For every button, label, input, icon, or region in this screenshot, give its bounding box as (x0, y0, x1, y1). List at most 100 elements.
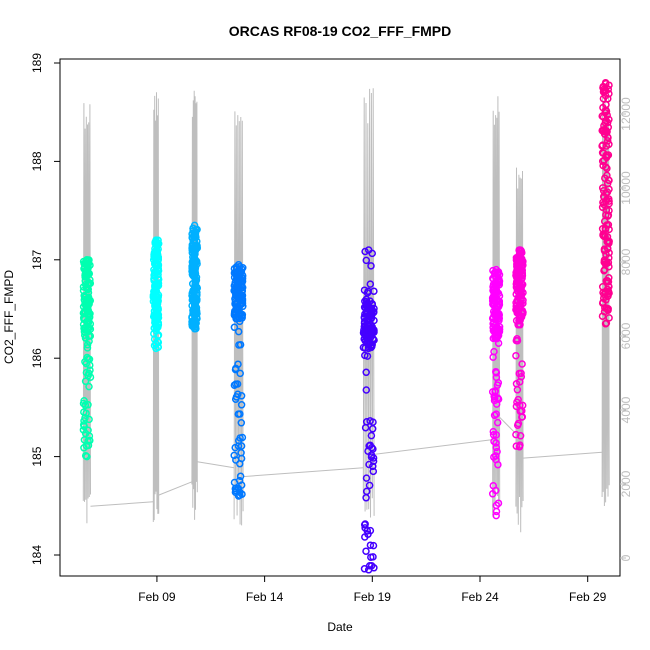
co2-point (235, 284, 243, 293)
co2-point (232, 380, 240, 388)
co2-point (360, 326, 368, 334)
co2-point (152, 248, 160, 256)
co2-point (367, 553, 375, 561)
co2-point (231, 484, 240, 493)
co2-point (492, 367, 500, 376)
co2-point (515, 313, 524, 321)
co2-point (494, 339, 503, 347)
co2-point (363, 527, 372, 535)
co2-point (365, 481, 374, 490)
co2-point (234, 390, 242, 399)
altitude-trace (601, 87, 610, 507)
co2-point (360, 521, 369, 529)
co2-point (494, 394, 502, 402)
co2-point (368, 425, 377, 433)
co2-point (191, 303, 199, 312)
co2-point (492, 410, 500, 418)
co2-point (83, 452, 91, 461)
co2-point (80, 331, 89, 339)
co2-point (231, 443, 239, 452)
co2-point (191, 296, 199, 304)
co2-point (361, 344, 369, 352)
co2-point (190, 221, 199, 230)
co2-point (363, 326, 371, 334)
co2-point (362, 547, 370, 555)
co2-point (493, 447, 501, 456)
co2-point (362, 386, 371, 394)
y-tick-label: 187 (30, 249, 44, 269)
co2-point (512, 290, 520, 298)
co2-point (236, 369, 244, 378)
y2-tick-label: 0 (619, 554, 633, 561)
co2-point (153, 292, 161, 301)
co2-point (602, 151, 610, 160)
co2-point (193, 237, 201, 246)
co2-point (601, 91, 610, 100)
co2-point (152, 239, 160, 248)
co2-point (361, 321, 369, 330)
co2-point (602, 206, 611, 214)
co2-point (83, 272, 91, 281)
co2-point (489, 266, 497, 275)
co2-point (490, 394, 499, 403)
co2-point (492, 280, 501, 289)
x-tick-label: Feb 19 (354, 590, 392, 604)
x-tick-label: Feb 24 (461, 590, 499, 604)
co2-point (369, 457, 378, 465)
co2-point (369, 462, 377, 471)
altitude-connector (243, 467, 364, 478)
altitude-trace (82, 103, 91, 524)
co2-point (601, 106, 610, 115)
co2-point (86, 325, 95, 333)
co2-point (83, 340, 92, 349)
co2-point (234, 260, 243, 269)
co2-point (189, 236, 198, 245)
co2-point (85, 324, 93, 332)
altitude-connector (90, 501, 154, 507)
co2-point (361, 533, 369, 541)
y2-tick-label: 4000 (619, 396, 633, 423)
co2-point (191, 266, 199, 274)
co2-point (150, 275, 158, 283)
co2-point (366, 280, 375, 288)
co2-point (188, 258, 197, 266)
co2-point (512, 402, 521, 411)
co2-point (234, 492, 243, 500)
co2-point (80, 408, 88, 416)
co2-point (81, 300, 89, 309)
co2-point (518, 263, 526, 271)
co2-point (232, 456, 240, 464)
y-tick-label: 186 (30, 348, 44, 368)
co2-point (361, 330, 369, 338)
co2-point (512, 299, 520, 307)
co2-point (190, 300, 199, 308)
co2-point (513, 421, 522, 429)
co2-point (367, 314, 376, 323)
co2-point (489, 431, 498, 439)
co2-point (362, 368, 370, 377)
x-axis-label: Date (327, 620, 353, 634)
co2-point (361, 247, 369, 256)
co2-point (515, 443, 524, 451)
co2-point (366, 526, 375, 535)
co2-point (518, 259, 527, 267)
co2-point (517, 369, 525, 378)
co2-point (154, 265, 162, 274)
co2-point (150, 271, 158, 280)
co2-point (236, 472, 245, 481)
y2-tick-label: 10000 (619, 171, 633, 205)
co2-point (238, 291, 247, 300)
co2-point (237, 401, 246, 409)
co2-point (153, 304, 161, 313)
co2-point (237, 481, 246, 489)
co2-point (364, 246, 373, 254)
co2-point (490, 284, 499, 293)
co2-point (489, 427, 498, 436)
co2-point (192, 256, 200, 265)
co2-point (361, 304, 370, 312)
x-tick-label: Feb 09 (138, 590, 176, 604)
altitude-connector (523, 451, 603, 459)
co2-point (516, 432, 525, 440)
y2-tick-label: 2000 (619, 470, 633, 497)
co2-point (236, 340, 245, 349)
